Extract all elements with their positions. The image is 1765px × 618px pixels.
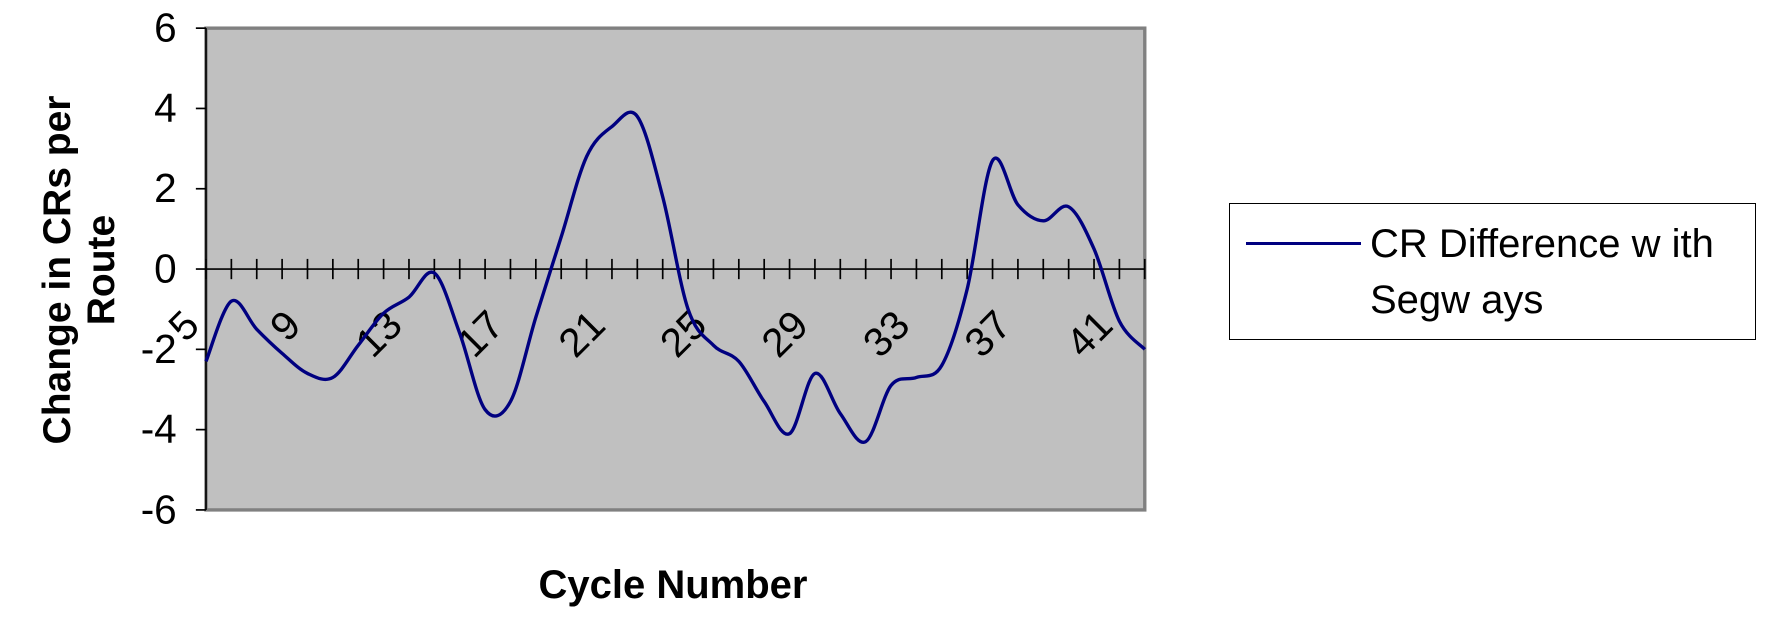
legend-label: CR Difference w ith Segw ays [1370,222,1714,322]
legend-swatch [1246,242,1361,245]
y-tick-label: -6 [141,486,177,532]
y-tick-label: 0 [154,246,177,292]
y-tick-label: -2 [141,326,177,372]
y-tick-label: -4 [141,406,177,452]
y-tick-label: 6 [154,5,177,51]
y-tick-label: 4 [154,85,177,131]
legend: CR Difference w ith Segw ays [1229,203,1756,340]
data-line [204,110,1147,444]
y-tick-label: 2 [154,165,177,211]
x-axis-title: Cycle Number [538,563,808,607]
y-axis-title: Change in CRs per Route [36,95,123,445]
